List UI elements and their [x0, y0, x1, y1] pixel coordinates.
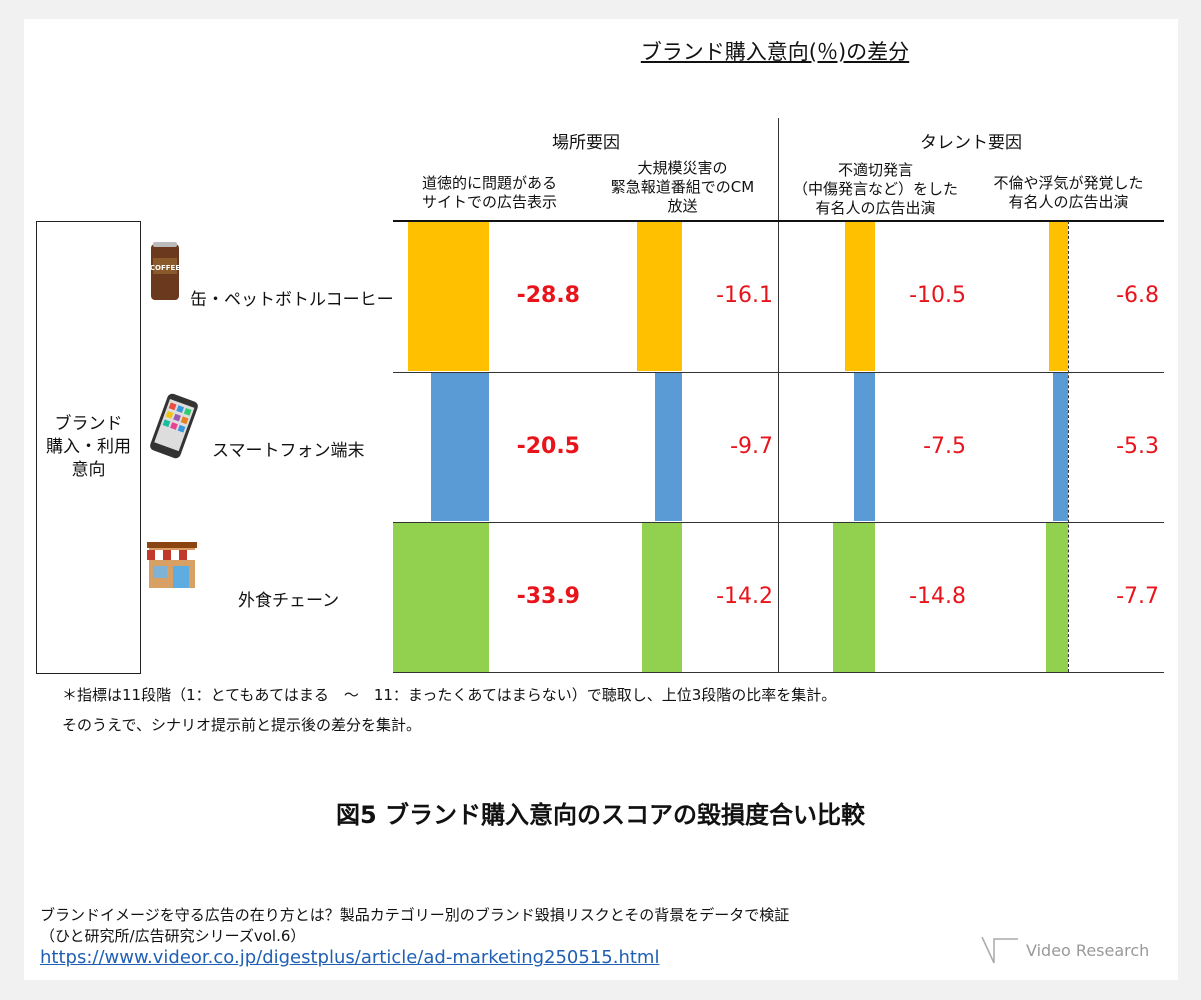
bar — [845, 222, 875, 371]
row-divider — [393, 372, 1164, 373]
group-divider — [778, 118, 779, 673]
note-line-2: そのうえで、シナリオ提示前と提示後の差分を集計。 — [62, 716, 421, 734]
value-label: -28.8 — [516, 283, 580, 308]
source-series: （ひと研究所/広告研究シリーズvol.6） — [40, 927, 306, 945]
chart-title: ブランド購入意向(％)の差分 — [640, 40, 910, 64]
row-group-label: ブランド 購入・利用 意向 — [36, 221, 141, 674]
group-label-talent: タレント要因 — [920, 133, 1022, 153]
row-label: スマートフォン端末 — [212, 440, 365, 461]
note-line-1: ＊指標は11段階（1：とてもあてはまる ～ 11：まったくあてはまらない）で聴取… — [62, 686, 837, 704]
bar — [1046, 523, 1068, 672]
bar — [1048, 222, 1068, 371]
logo-mark-icon — [981, 936, 1018, 964]
bar — [853, 372, 875, 521]
bar — [393, 523, 489, 672]
smartphone-icon — [150, 393, 198, 459]
column-header: 道徳的に問題がある サイトでの広告表示 — [421, 174, 557, 211]
source-link[interactable]: https://www.videor.co.jp/digestplus/arti… — [40, 947, 660, 968]
value-label: -9.7 — [730, 433, 773, 459]
value-label: -6.8 — [1116, 283, 1159, 308]
value-label: -33.9 — [516, 584, 580, 609]
group-label-place: 場所要因 — [552, 133, 620, 153]
row-group-text: ブランド 購入・利用 意向 — [46, 414, 131, 480]
bar — [654, 372, 682, 521]
video-research-logo: Video Research — [980, 935, 1149, 965]
bar — [833, 523, 875, 672]
row-label: 缶・ペットボトルコーヒー — [190, 290, 394, 310]
svg-text:COFFEE: COFFEE — [150, 264, 180, 272]
bar — [431, 372, 489, 521]
value-label: -7.5 — [923, 433, 966, 459]
figure-caption: 図5 ブランド購入意向のスコアの毀損度合い比較 — [335, 801, 866, 829]
bar — [641, 523, 682, 672]
card — [24, 19, 1178, 980]
row-divider — [393, 522, 1164, 523]
bottom-rule — [393, 672, 1164, 673]
column-header: 大規模災害の 緊急報道番組でのCM 放送 — [610, 159, 755, 215]
value-label: -14.8 — [909, 584, 966, 609]
value-label: -10.5 — [909, 283, 966, 308]
logo-text: Video Research — [1026, 940, 1150, 960]
bar — [636, 222, 682, 371]
column-header: 不倫や浮気が発覚した 有名人の広告出演 — [993, 174, 1144, 211]
value-label: -7.7 — [1116, 584, 1159, 609]
store-icon — [147, 542, 197, 588]
value-label: -5.3 — [1116, 433, 1159, 459]
column-header: 不適切発言 （中傷発言など）をした 有名人の広告出演 — [792, 161, 958, 217]
bar — [407, 222, 489, 371]
value-label: -14.2 — [716, 584, 773, 609]
header-rule — [393, 220, 1164, 222]
value-label: -20.5 — [516, 433, 580, 459]
row-label: 外食チェーン — [238, 591, 340, 611]
bar — [1053, 372, 1068, 521]
coffee-can-icon: COFFEE — [150, 242, 180, 300]
source-title: ブランドイメージを守る広告の在り方とは？製品カテゴリー別のブランド毀損リスクとそ… — [40, 906, 790, 924]
value-label: -16.1 — [716, 283, 773, 308]
zero-line — [1068, 221, 1069, 672]
